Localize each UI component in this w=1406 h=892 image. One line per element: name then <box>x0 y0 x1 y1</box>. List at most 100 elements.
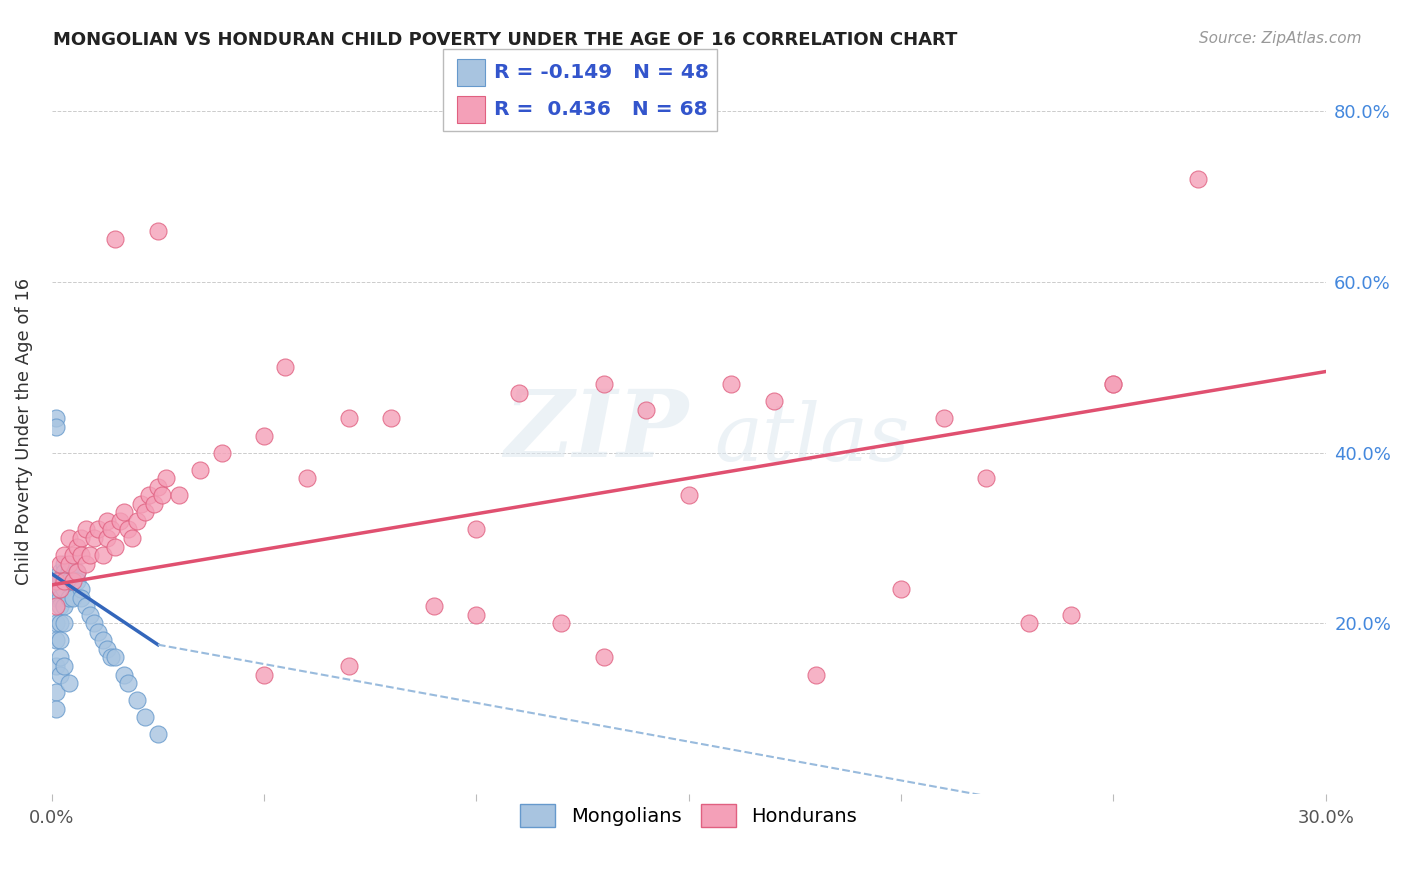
Point <box>890 582 912 597</box>
Point <box>636 403 658 417</box>
Point <box>66 574 89 588</box>
Point <box>58 574 80 588</box>
Point <box>1102 377 1125 392</box>
Point <box>83 616 105 631</box>
Point <box>49 616 72 631</box>
Legend: Mongolians, Hondurans: Mongolians, Hondurans <box>513 796 865 835</box>
Point <box>62 574 84 588</box>
Point <box>91 548 114 562</box>
Point <box>337 659 360 673</box>
Point <box>125 514 148 528</box>
Point <box>53 565 76 579</box>
Point <box>83 531 105 545</box>
Point <box>53 616 76 631</box>
Point <box>79 548 101 562</box>
Point <box>49 582 72 597</box>
Point <box>108 514 131 528</box>
Point <box>58 565 80 579</box>
Point <box>932 411 955 425</box>
Point <box>253 667 276 681</box>
Point <box>87 523 110 537</box>
Point <box>53 599 76 614</box>
Point <box>974 471 997 485</box>
Point <box>58 676 80 690</box>
Point <box>87 624 110 639</box>
Point <box>104 232 127 246</box>
Point <box>112 505 135 519</box>
Point <box>58 531 80 545</box>
Point <box>66 565 89 579</box>
Y-axis label: Child Poverty Under the Age of 16: Child Poverty Under the Age of 16 <box>15 277 32 585</box>
Point <box>79 607 101 622</box>
Point <box>45 420 67 434</box>
Point <box>45 574 67 588</box>
Point <box>49 591 72 605</box>
Point <box>146 224 169 238</box>
Point <box>53 659 76 673</box>
Point <box>274 360 297 375</box>
Point <box>53 548 76 562</box>
Point <box>146 727 169 741</box>
Point <box>1018 616 1040 631</box>
Point <box>167 488 190 502</box>
Point <box>129 497 152 511</box>
Point <box>96 642 118 657</box>
Point <box>70 548 93 562</box>
Point <box>45 591 67 605</box>
Text: R =  0.436   N = 68: R = 0.436 N = 68 <box>494 100 707 120</box>
Point <box>1060 607 1083 622</box>
Point <box>100 650 122 665</box>
Point <box>104 540 127 554</box>
Point <box>45 659 67 673</box>
Point <box>49 667 72 681</box>
Point <box>762 394 785 409</box>
Point <box>134 505 156 519</box>
Point <box>66 540 89 554</box>
Point <box>678 488 700 502</box>
Point <box>49 650 72 665</box>
Point <box>508 385 530 400</box>
Point <box>45 701 67 715</box>
Point <box>53 574 76 588</box>
Point <box>592 377 614 392</box>
Point <box>138 488 160 502</box>
Point <box>423 599 446 614</box>
Text: Source: ZipAtlas.com: Source: ZipAtlas.com <box>1198 31 1361 46</box>
Point <box>112 667 135 681</box>
Point <box>465 523 488 537</box>
Point <box>720 377 742 392</box>
Point <box>465 607 488 622</box>
Point <box>49 574 72 588</box>
Point <box>66 565 89 579</box>
Point <box>58 591 80 605</box>
Point <box>75 523 97 537</box>
Point <box>104 650 127 665</box>
Point <box>211 445 233 459</box>
Point <box>70 582 93 597</box>
Point <box>592 650 614 665</box>
Point <box>75 557 97 571</box>
Point <box>62 591 84 605</box>
Point <box>1102 377 1125 392</box>
Point <box>150 488 173 502</box>
Point <box>190 463 212 477</box>
Point <box>45 599 67 614</box>
Point <box>49 599 72 614</box>
Point <box>45 633 67 648</box>
Point <box>45 616 67 631</box>
Point <box>380 411 402 425</box>
Point <box>49 633 72 648</box>
Text: MONGOLIAN VS HONDURAN CHILD POVERTY UNDER THE AGE OF 16 CORRELATION CHART: MONGOLIAN VS HONDURAN CHILD POVERTY UNDE… <box>53 31 957 49</box>
Point <box>49 582 72 597</box>
Point <box>337 411 360 425</box>
Point <box>96 531 118 545</box>
Point <box>62 574 84 588</box>
Point <box>155 471 177 485</box>
Point <box>96 514 118 528</box>
Point <box>100 523 122 537</box>
Point <box>49 565 72 579</box>
Point <box>146 480 169 494</box>
Point <box>58 557 80 571</box>
Text: R = -0.149   N = 48: R = -0.149 N = 48 <box>494 62 709 82</box>
Point <box>75 599 97 614</box>
